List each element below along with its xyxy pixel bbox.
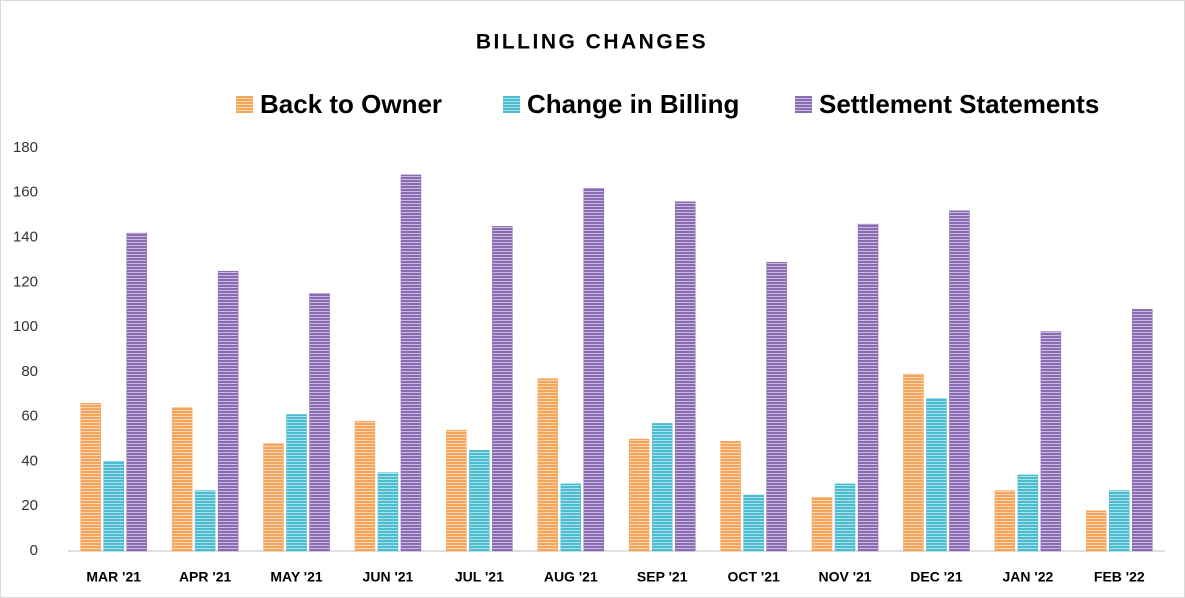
y-tick-label: 60 [21,408,38,425]
bar [949,210,970,552]
bar [560,483,582,552]
bar [377,472,399,552]
bar [583,188,605,552]
bar [400,174,422,552]
y-tick-label: 160 [13,184,38,201]
bar [1109,490,1130,552]
x-tick-label: APR '21 [179,569,232,585]
bar [811,497,833,552]
bar [743,494,764,552]
bar [651,423,673,552]
y-tick-label: 180 [13,139,38,156]
y-tick-label: 40 [21,452,38,469]
bar [469,450,490,552]
y-tick-label: 100 [13,318,38,335]
x-tick-label: MAY '21 [270,569,323,585]
bar [309,293,330,552]
y-tick-label: 0 [30,542,38,559]
x-tick-label: JUL '21 [455,569,504,585]
bar [903,373,924,552]
bar [537,378,559,552]
bar [217,270,239,552]
bar [354,420,376,552]
x-tick-label: JAN '22 [1002,569,1053,585]
bar [1040,331,1062,552]
bar [857,223,879,552]
bar [263,443,284,552]
bar [126,232,147,552]
legend-label: Settlement Statements [819,89,1099,119]
bar [994,490,1016,552]
x-tick-label: FEB '22 [1094,569,1145,585]
y-tick-label: 20 [21,497,38,514]
bar [103,461,124,552]
legend-label: Back to Owner [260,89,442,119]
x-tick-label: OCT '21 [727,569,780,585]
bar [446,429,467,552]
y-tick-label: 140 [13,229,38,246]
x-tick-label: JUN '21 [363,569,414,585]
bar [834,483,856,552]
x-tick-label: DEC '21 [910,569,963,585]
bar [674,201,696,552]
x-tick-label: SEP '21 [637,569,688,585]
x-tick-label: NOV '21 [818,569,871,585]
bar [1017,474,1039,552]
bar [171,407,193,552]
legend-label: Change in Billing [527,89,739,119]
bar [926,398,947,552]
bar [720,441,741,552]
legend-swatch [503,96,520,113]
chart-title: BILLING CHANGES [476,31,708,54]
bar [286,414,307,552]
bar [80,402,101,552]
y-tick-label: 80 [21,363,38,380]
x-tick-label: MAR '21 [86,569,141,585]
x-tick-label: AUG '21 [544,569,598,585]
bar [194,490,216,552]
legend-swatch [236,96,253,113]
y-tick-label: 120 [13,273,38,290]
legend-swatch [795,96,812,113]
bar [1132,308,1153,552]
bar [628,438,650,552]
bar [766,261,787,552]
bar [1086,510,1107,552]
bar [492,226,513,552]
